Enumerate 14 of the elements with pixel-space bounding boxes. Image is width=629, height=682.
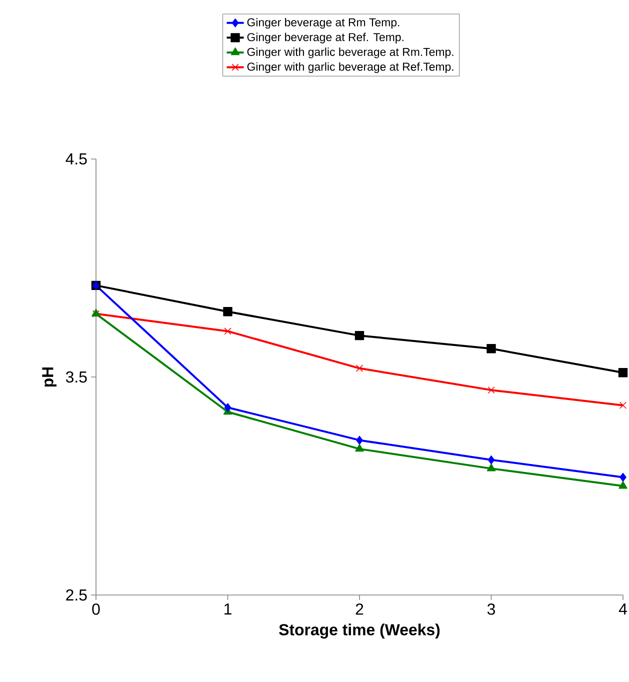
x-tick-label: 4 <box>618 604 627 614</box>
x-axis-title: Storage time (Weeks) <box>279 624 440 639</box>
y-axis-title: pH <box>42 367 56 387</box>
y-tick-label: 3.5 <box>66 371 87 383</box>
legend-label: Ginger beverage at Rm Temp. <box>247 18 400 29</box>
x-tick-label: 0 <box>92 604 100 615</box>
x-tick-label: 1 <box>224 604 232 614</box>
y-tick-label: 4.5 <box>66 153 87 165</box>
legend-label: Ginger beverage at Ref. Temp. <box>247 32 404 44</box>
y-tick-label: 2.5 <box>66 589 87 601</box>
x-tick-label: 2 <box>356 604 364 615</box>
legend-label: Ginger with garlic beverage at Rm.Temp. <box>247 48 454 58</box>
legend-label: Ginger with garlic beverage at Ref.Temp. <box>247 62 454 74</box>
x-tick-label: 3 <box>487 604 495 615</box>
